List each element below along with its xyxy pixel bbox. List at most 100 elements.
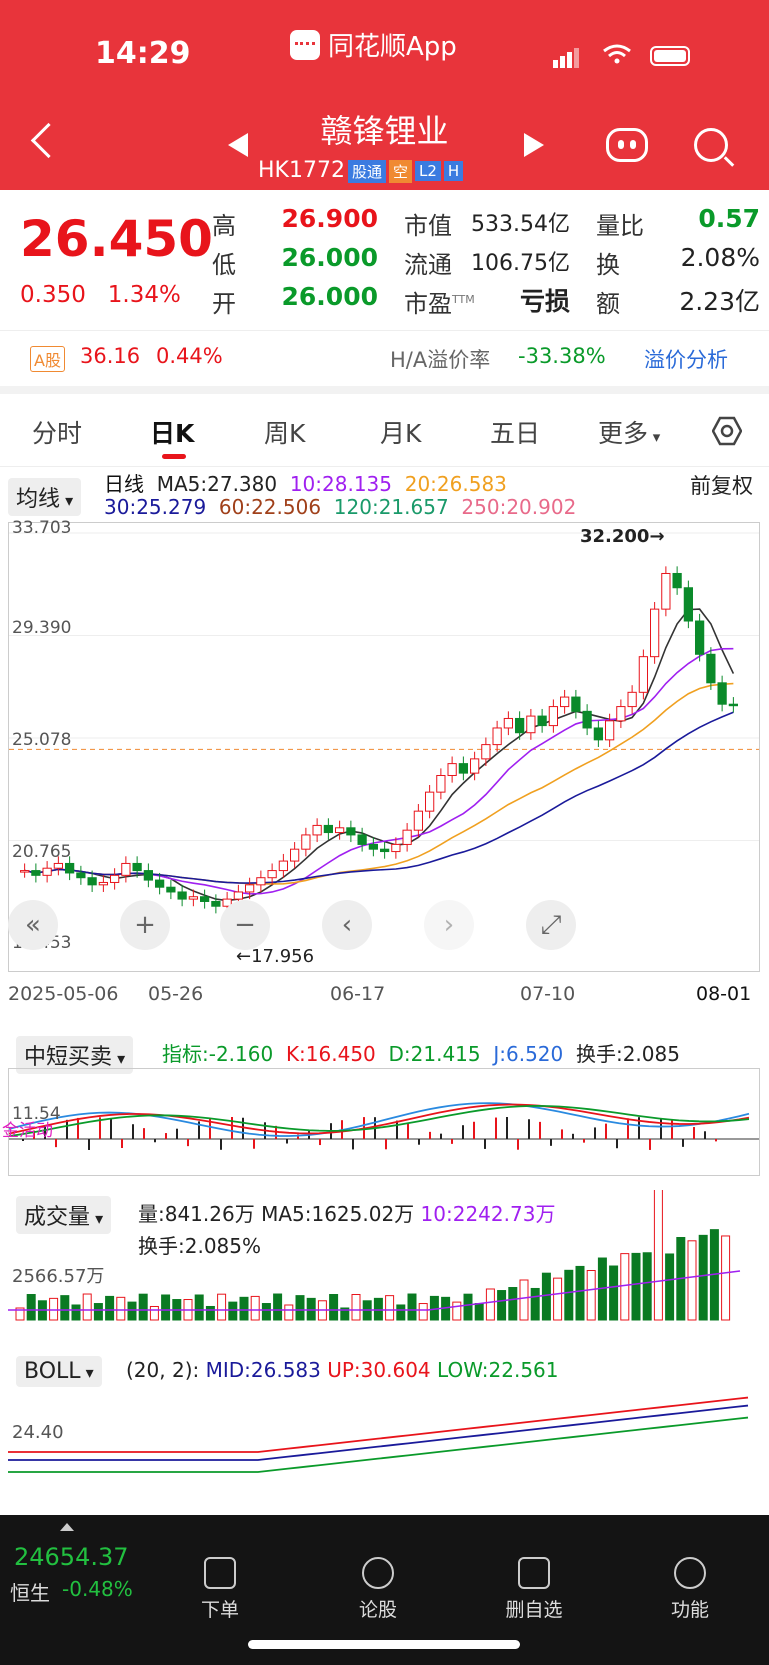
- status-time: 14:29: [95, 36, 191, 71]
- candle-10: [132, 862, 142, 872]
- period-tabs: 分时 日K 周K 月K 五日 更多 ▾: [0, 394, 769, 467]
- index-value[interactable]: 24654.37: [14, 1543, 129, 1571]
- candle-29: [346, 827, 356, 836]
- volume-chart[interactable]: [8, 1190, 758, 1330]
- app-header: 14:29 同花顺App 赣锋锂业 HK1772 股通空 L2 H: [0, 0, 769, 190]
- assistant-robot-icon[interactable]: [606, 128, 648, 162]
- premium-analysis-link[interactable]: 溢价分析: [644, 348, 728, 372]
- tab-five-day[interactable]: 五日: [490, 419, 541, 448]
- volume-bar-33: [385, 1295, 395, 1321]
- scroll-right-icon[interactable]: ›: [424, 900, 474, 950]
- collapse-left-icon[interactable]: «: [8, 900, 58, 950]
- nav-remove-watch[interactable]: 删自选: [474, 1557, 594, 1622]
- volume-bar-17: [205, 1305, 215, 1321]
- pe-value: 亏损: [519, 287, 570, 316]
- boll-values: (20, 2): MID:26.583 UP:30.604 LOW:22.561: [126, 1358, 559, 1382]
- candle-58: [672, 572, 682, 589]
- candle-45: [526, 715, 536, 734]
- amount-label: 额: [596, 290, 620, 318]
- fullscreen-icon[interactable]: ⤢: [526, 900, 576, 950]
- premium-label: H/A溢价率: [390, 348, 491, 372]
- tab-more[interactable]: 更多 ▾: [598, 419, 661, 448]
- order-icon: [204, 1557, 236, 1589]
- volume-bar-63: [721, 1235, 731, 1321]
- volume-bar-35: [407, 1293, 417, 1321]
- zoom-out-icon[interactable]: −: [220, 900, 270, 950]
- candle-13: [166, 886, 176, 893]
- candle-53: [616, 706, 626, 722]
- x-tick-3: 07-10: [520, 983, 576, 1005]
- zoom-in-icon[interactable]: +: [120, 900, 170, 950]
- volume-selector[interactable]: 成交量: [16, 1196, 112, 1234]
- volume-bar-44: [508, 1287, 518, 1321]
- indicator-selector[interactable]: 中短买卖: [16, 1036, 134, 1074]
- tab-weekly-k[interactable]: 周K: [264, 419, 306, 448]
- next-stock-icon[interactable]: [524, 133, 544, 157]
- candle-43: [503, 717, 513, 729]
- candle-31: [368, 843, 378, 850]
- premium-value: -33.38%: [518, 344, 606, 368]
- candle-11: [143, 870, 153, 881]
- candle-32: [380, 848, 390, 853]
- candle-61: [706, 653, 716, 684]
- a-share-strip[interactable]: A股 36.16 0.44% H/A溢价率 -33.38% 溢价分析: [0, 330, 769, 387]
- boll-selector[interactable]: BOLL: [16, 1356, 102, 1387]
- candle-57: [661, 572, 671, 610]
- x-tick-1: 05-26: [148, 983, 204, 1005]
- prev-stock-icon[interactable]: [228, 133, 248, 157]
- volume-bar-42: [485, 1288, 495, 1321]
- nav-discuss[interactable]: 论股: [318, 1557, 438, 1622]
- volume-bar-51: [586, 1270, 596, 1321]
- scroll-left-icon[interactable]: ‹: [322, 900, 372, 950]
- candle-40: [470, 758, 480, 774]
- kline-chart[interactable]: [8, 522, 760, 972]
- app-logo-icon: [290, 29, 320, 60]
- volume-bar-20: [239, 1296, 249, 1321]
- candle-63: [728, 703, 738, 707]
- volume-bar-60: [687, 1240, 697, 1321]
- candle-7: [98, 881, 108, 886]
- y-tick-2: 25.078: [12, 730, 72, 750]
- index-arrow-icon: [60, 1523, 74, 1531]
- volume-bar-57: [653, 1190, 663, 1321]
- volume-bar-32: [373, 1297, 383, 1321]
- adjust-mode[interactable]: 前复权: [690, 474, 753, 498]
- tab-monthly-k[interactable]: 月K: [380, 419, 422, 448]
- search-icon[interactable]: [694, 128, 728, 162]
- activity-tag[interactable]: 金活动: [2, 1121, 53, 1141]
- volume-bar-11: [138, 1293, 148, 1321]
- boll-mid-line: [8, 1404, 749, 1461]
- nav-order[interactable]: 下单: [160, 1557, 280, 1622]
- ma5-line: [24, 608, 735, 902]
- volume-bar-56: [642, 1252, 652, 1321]
- settings-hex-icon[interactable]: [712, 416, 742, 446]
- menu-icon: [674, 1557, 706, 1589]
- change-pct: 1.34%: [107, 282, 181, 308]
- tab-daily-k[interactable]: 日K: [150, 419, 195, 448]
- candle-20: [245, 884, 255, 893]
- signal-icon: [553, 48, 581, 68]
- volume-bar-34: [396, 1304, 406, 1321]
- candle-44: [515, 717, 525, 734]
- min-price-label: ←17.956: [236, 946, 315, 967]
- stock-tag-0: 股通: [347, 159, 386, 183]
- app-title: 同花顺App: [290, 26, 457, 63]
- candle-35: [413, 810, 423, 831]
- volume-bar-18: [217, 1293, 227, 1321]
- indicator-chart[interactable]: [8, 1068, 760, 1176]
- candle-49: [571, 696, 581, 712]
- volume-bar-3: [49, 1297, 59, 1321]
- candle-19: [233, 891, 243, 900]
- volume-bar-26: [306, 1297, 316, 1321]
- candle-24: [290, 848, 300, 862]
- candle-52: [605, 720, 615, 741]
- candle-54: [627, 691, 637, 708]
- nav-functions[interactable]: 功能: [630, 1557, 750, 1622]
- remove-watch-icon: [518, 1557, 550, 1589]
- candle-46: [537, 715, 547, 727]
- ma-selector[interactable]: 均线: [8, 478, 82, 516]
- tab-intraday[interactable]: 分时: [32, 419, 83, 448]
- battery-icon: [650, 46, 690, 66]
- low-value: 26.000: [281, 243, 378, 272]
- boll-chart[interactable]: [8, 1386, 758, 1486]
